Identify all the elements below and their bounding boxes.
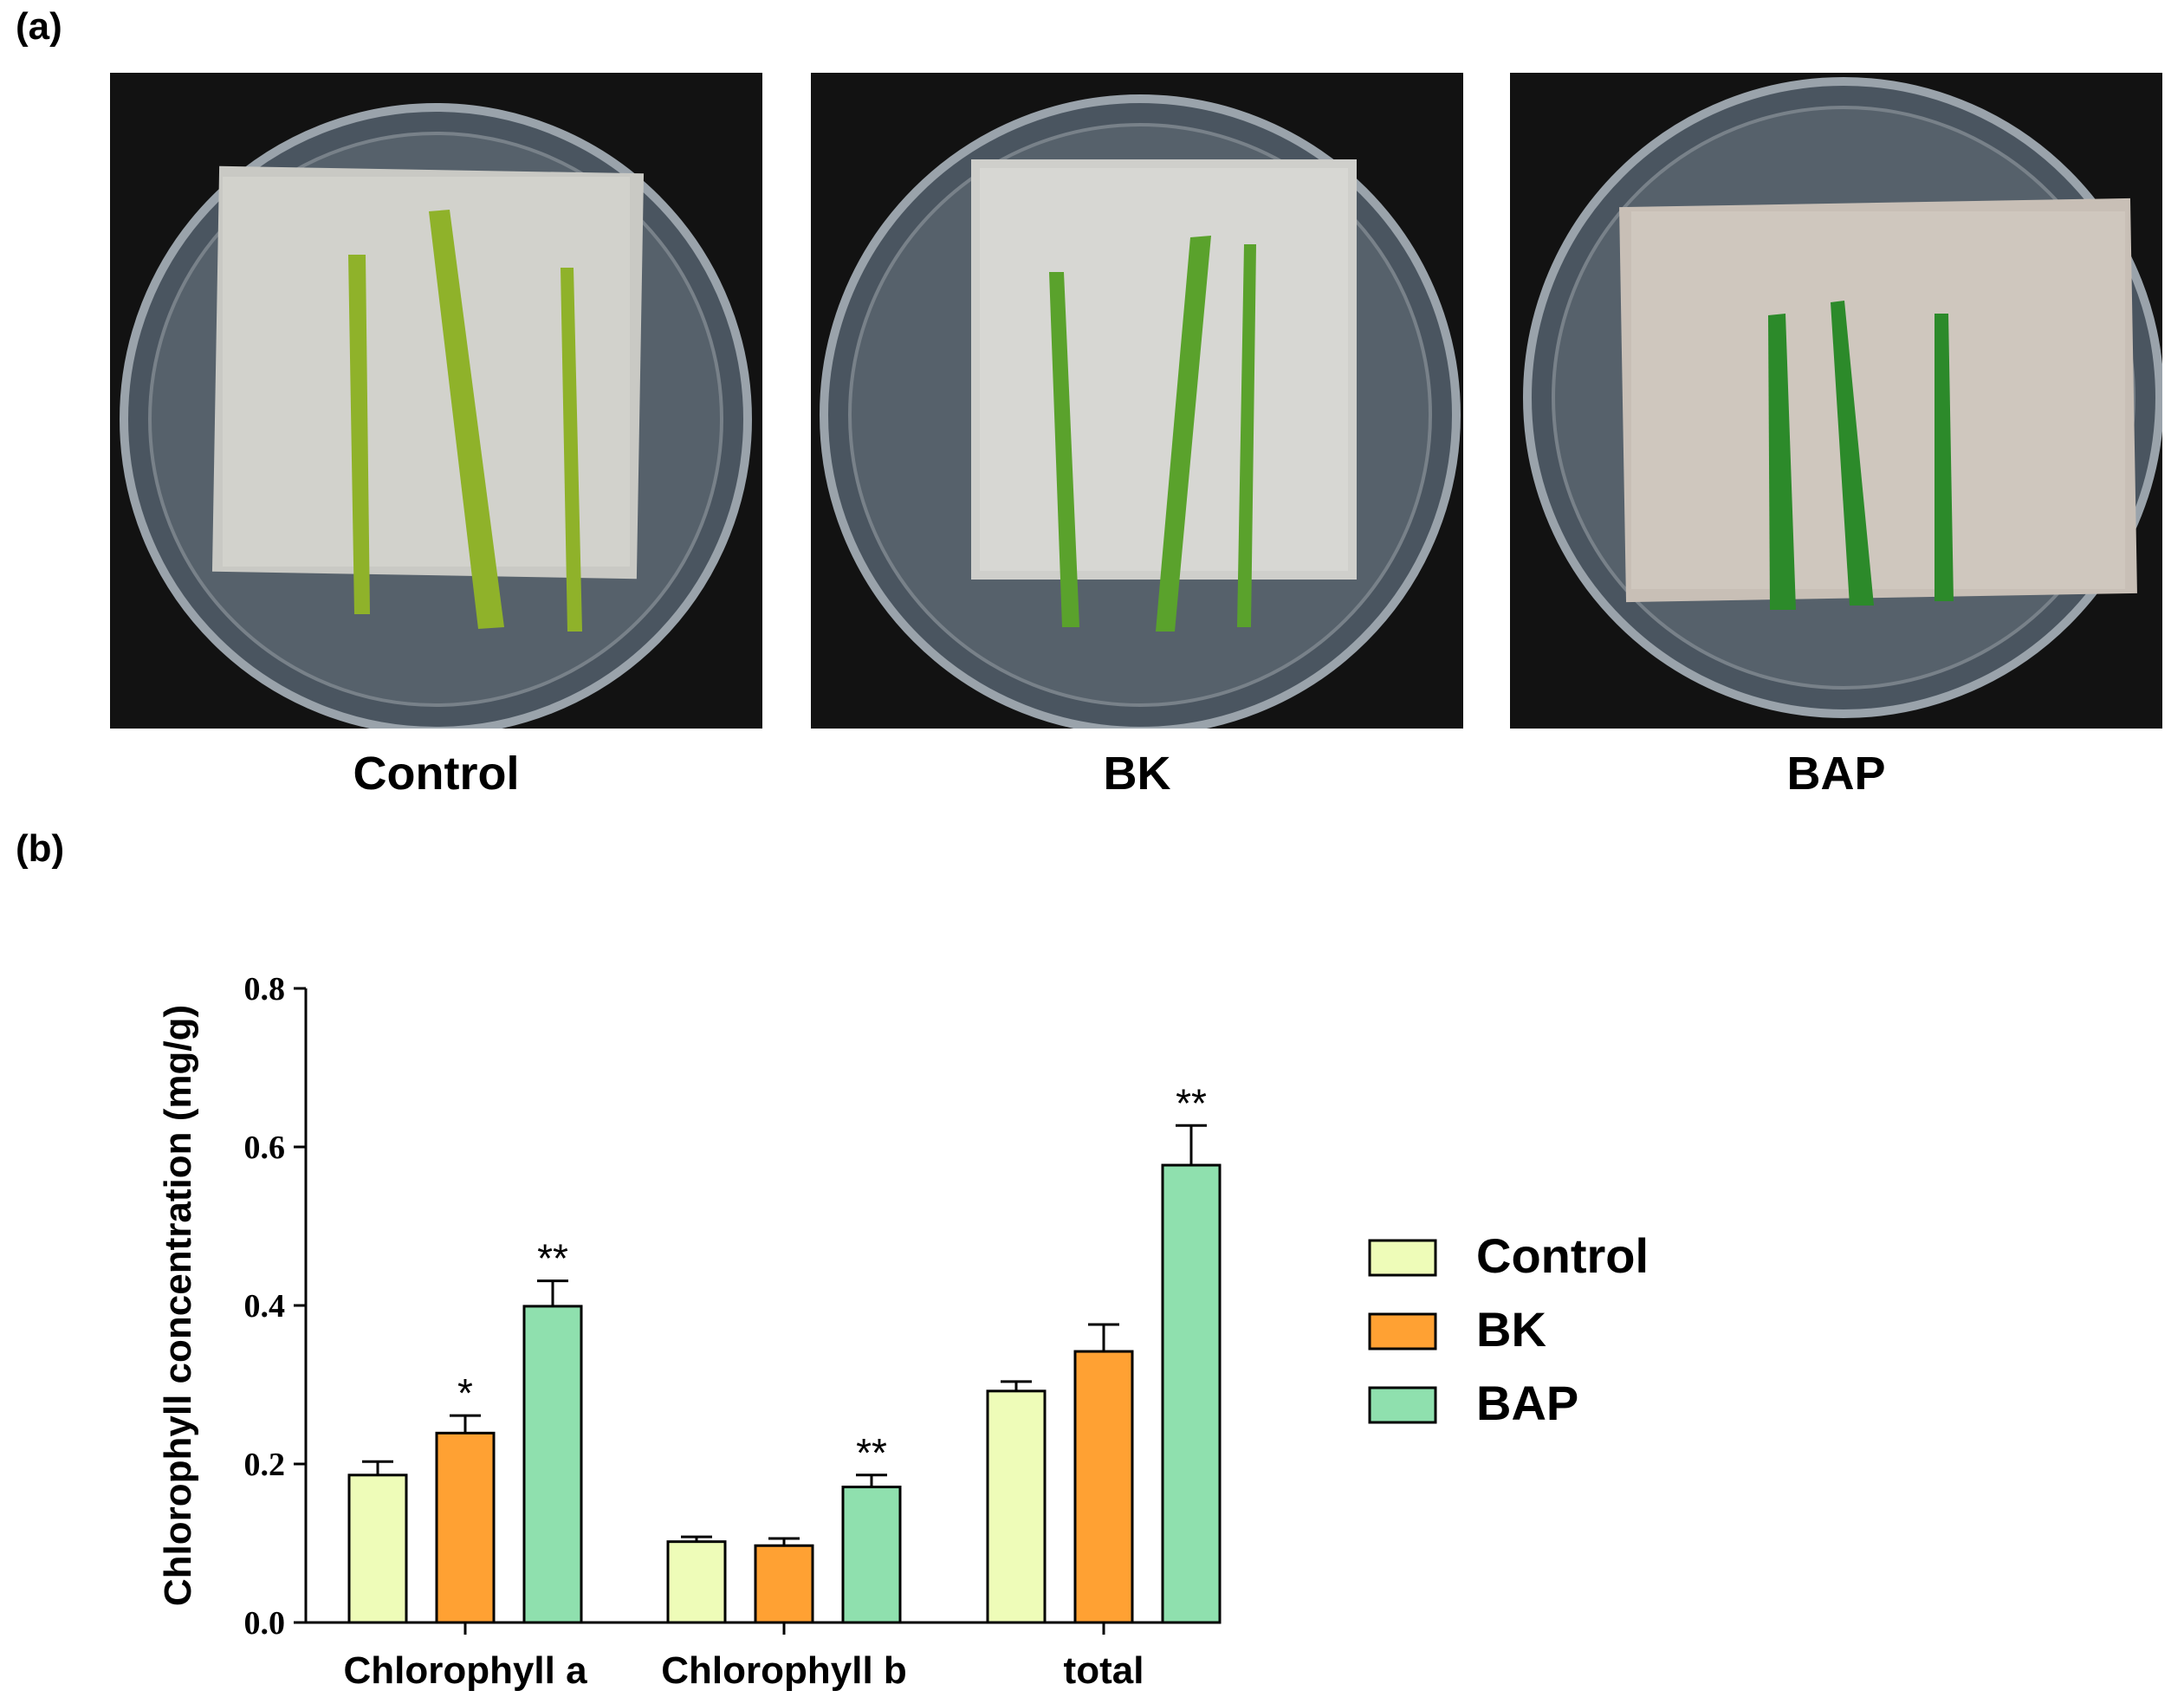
leaf-1 bbox=[1768, 314, 1796, 610]
bar-bk-3 bbox=[1073, 1350, 1134, 1624]
legend-label-bap: BAP bbox=[1476, 1376, 1578, 1430]
significance-mark: ** bbox=[537, 1236, 568, 1281]
chlorophyll-bar-chart: 0.0 0.2 0.4 0.6 0.8 Chlorophyll concentration… bbox=[157, 971, 1649, 1692]
panel-b-label: (b) bbox=[16, 827, 65, 870]
bar-bk-2 bbox=[754, 1544, 814, 1624]
x-category-label: Chlorophyll b bbox=[661, 1649, 907, 1692]
petri-dish-photo-control bbox=[110, 73, 762, 729]
bar-control-3 bbox=[986, 1389, 1047, 1624]
panel-a-label: (a) bbox=[16, 5, 62, 48]
leaf-1 bbox=[348, 255, 370, 614]
petri-dish-photo-bk bbox=[811, 73, 1463, 729]
y-tick-label: 0.8 bbox=[244, 971, 286, 1007]
bar-control-2 bbox=[666, 1540, 727, 1624]
bar-control-1 bbox=[347, 1474, 408, 1624]
legend-swatch-bap bbox=[1368, 1386, 1437, 1424]
photo-caption-bk: BK bbox=[1103, 748, 1171, 800]
y-tick-label: 0.2 bbox=[244, 1447, 286, 1483]
petri-dish-image bbox=[110, 73, 762, 729]
petri-dish-image bbox=[811, 73, 1463, 729]
photo-caption-control: Control bbox=[353, 748, 520, 800]
bar-bap-2 bbox=[841, 1486, 902, 1624]
leaf-2 bbox=[429, 210, 504, 629]
x-category-label: Chlorophyll a bbox=[343, 1649, 587, 1692]
petri-dish-image bbox=[1510, 73, 2162, 729]
y-axis-title: Chlorophyll concentration (mg/g) bbox=[157, 1005, 199, 1606]
legend-swatch-bk bbox=[1368, 1312, 1437, 1350]
significance-mark: ** bbox=[856, 1430, 887, 1475]
y-tick-label: 0.4 bbox=[244, 1288, 286, 1325]
legend-label-control: Control bbox=[1476, 1228, 1649, 1283]
bar-bap-3 bbox=[1161, 1163, 1222, 1624]
legend-label-bk: BK bbox=[1476, 1302, 1546, 1357]
photo-caption-bap: BAP bbox=[1786, 748, 1886, 800]
leaf-3 bbox=[1934, 314, 1954, 601]
significance-mark: * bbox=[457, 1370, 473, 1415]
x-category-label: total bbox=[1064, 1649, 1144, 1692]
petri-dish-photo-bap bbox=[1510, 73, 2162, 729]
leaf-1 bbox=[1049, 272, 1079, 627]
significance-mark: ** bbox=[1176, 1080, 1207, 1125]
y-tick-label: 0.0 bbox=[244, 1605, 286, 1642]
bar-bap-1 bbox=[522, 1305, 583, 1624]
leaf-2 bbox=[1831, 301, 1874, 606]
bar-bk-1 bbox=[435, 1431, 496, 1624]
leaf-2 bbox=[1156, 236, 1211, 632]
leaf-3 bbox=[561, 268, 582, 632]
leaf-3 bbox=[1237, 244, 1256, 627]
legend-swatch-control bbox=[1368, 1239, 1437, 1277]
y-tick-label: 0.6 bbox=[244, 1130, 286, 1166]
